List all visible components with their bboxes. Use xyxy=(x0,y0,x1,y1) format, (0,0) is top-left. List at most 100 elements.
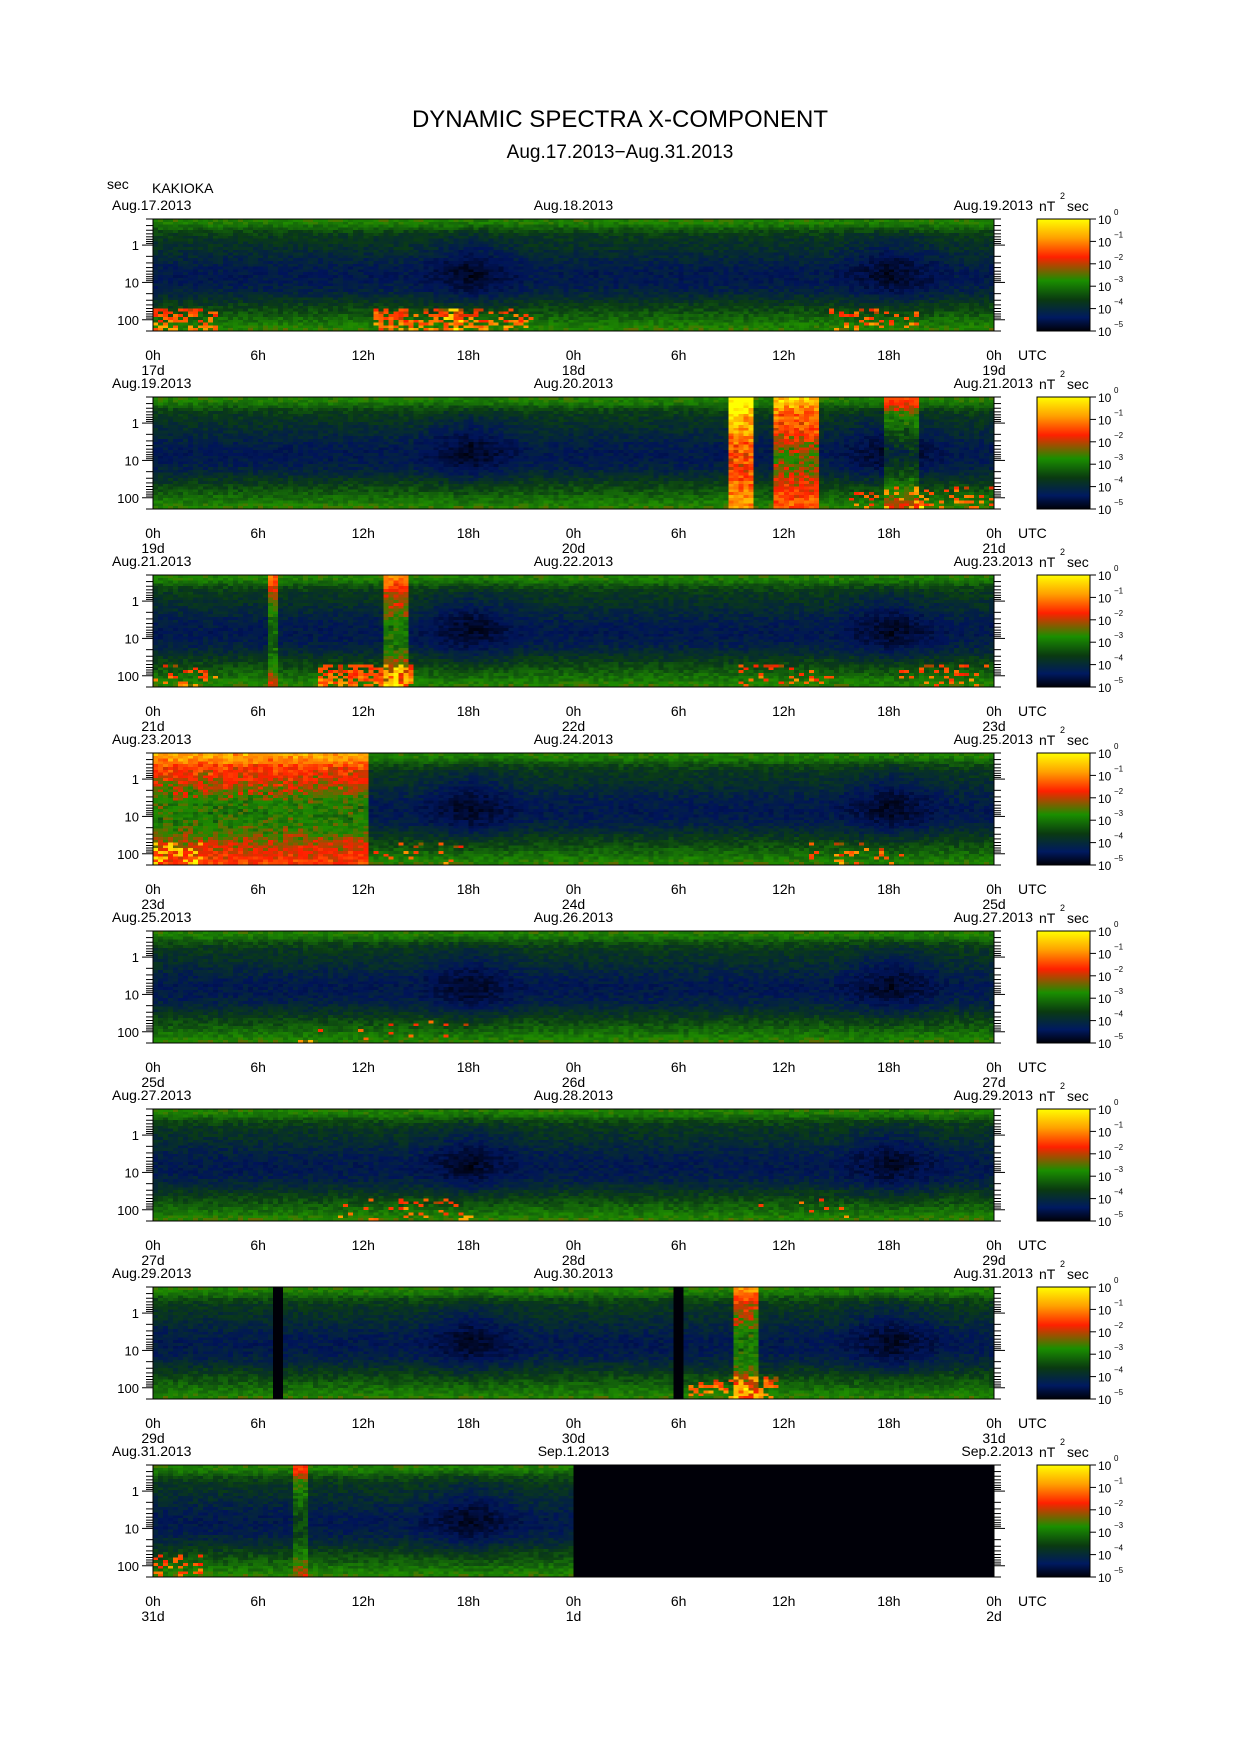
colorbar-tick-base: 10 xyxy=(1098,1037,1112,1051)
colorbar-tick-base: 10 xyxy=(1098,792,1112,806)
x-tick-label: 6h xyxy=(250,703,266,719)
colorbar-tick-exponent: −1 xyxy=(1114,1298,1124,1307)
colorbar-tick-base: 10 xyxy=(1098,213,1112,227)
colorbar-unit-exponent: 2 xyxy=(1060,191,1065,201)
colorbar-unit-sec: sec xyxy=(1067,732,1089,748)
y-tick-label: 10 xyxy=(125,453,139,468)
spectrogram-panel-1: Aug.17.2013 Aug.18.2013 Aug.19.20131101000… xyxy=(112,191,1124,378)
colorbar-unit-exponent: 2 xyxy=(1060,369,1065,379)
colorbar-unit-label: nT xyxy=(1039,1088,1056,1104)
colorbar-unit-exponent: 2 xyxy=(1060,1259,1065,1269)
x-tick-label: 0h xyxy=(566,881,582,897)
x-tick-label: 6h xyxy=(250,1237,266,1253)
chart-title: DYNAMIC SPECTRA X-COMPONENT xyxy=(412,106,828,133)
spectrogram-panel-5: Aug.25.2013 Aug.26.2013 Aug.27.20131101000… xyxy=(112,903,1124,1090)
x-tick-label: 18h xyxy=(457,1415,480,1431)
colorbar-tick-base: 10 xyxy=(1098,503,1112,517)
x-tick-label: 18h xyxy=(877,1059,900,1075)
panel-mid-date: Aug.22.2013 xyxy=(534,553,614,569)
colorbar-gradient xyxy=(1037,575,1090,687)
x-tick-label: 12h xyxy=(772,703,795,719)
x-tick-label: 0h xyxy=(566,525,582,541)
spectrogram-cells xyxy=(153,397,995,510)
colorbar-tick-exponent: −4 xyxy=(1114,1544,1124,1553)
y-tick-label: 10 xyxy=(125,809,139,824)
colorbar-tick-exponent: −4 xyxy=(1114,298,1124,307)
x-tick-label: 0h xyxy=(986,1059,1002,1075)
y-tick-label: 100 xyxy=(117,491,139,506)
colorbar-tick-exponent: −4 xyxy=(1114,1010,1124,1019)
day-label: 31d xyxy=(141,1608,164,1624)
x-tick-label: 18h xyxy=(457,1593,480,1609)
colorbar-unit-label: nT xyxy=(1039,376,1056,392)
x-tick-label: 0h xyxy=(566,347,582,363)
y-tick-label: 10 xyxy=(125,1165,139,1180)
colorbar-tick-base: 10 xyxy=(1098,970,1112,984)
colorbar-tick-exponent: 0 xyxy=(1114,564,1119,573)
panel-end-date: Aug.19.2013 xyxy=(954,197,1034,213)
colorbar-unit-sec: sec xyxy=(1067,376,1089,392)
y-tick-label: 1 xyxy=(132,950,139,965)
y-tick-label: 100 xyxy=(117,1559,139,1574)
panel-mid-date: Aug.20.2013 xyxy=(534,375,614,391)
colorbar-tick-exponent: −5 xyxy=(1114,498,1124,507)
colorbar-tick-base: 10 xyxy=(1098,1526,1112,1540)
x-tick-label: 12h xyxy=(772,1237,795,1253)
colorbar-tick-base: 10 xyxy=(1098,614,1112,628)
y-tick-label: 10 xyxy=(125,987,139,1002)
panel-start-date: Aug.23.2013 xyxy=(112,731,192,747)
colorbar-tick-base: 10 xyxy=(1098,1393,1112,1407)
colorbar-tick-exponent: −4 xyxy=(1114,832,1124,841)
y-tick-label: 1 xyxy=(132,238,139,253)
colorbar-tick-base: 10 xyxy=(1098,436,1112,450)
y-tick-label: 100 xyxy=(117,1025,139,1040)
x-tick-label: 12h xyxy=(352,1237,375,1253)
colorbar-gradient xyxy=(1037,1465,1090,1577)
colorbar-tick-base: 10 xyxy=(1098,325,1112,339)
spectrogram-cells xyxy=(153,219,995,332)
colorbar-tick-exponent: −3 xyxy=(1114,275,1124,284)
panel-mid-date: Aug.24.2013 xyxy=(534,731,614,747)
colorbar-tick-exponent: −2 xyxy=(1114,253,1124,262)
x-tick-label: 18h xyxy=(877,525,900,541)
x-tick-label: 18h xyxy=(877,347,900,363)
colorbar-tick-base: 10 xyxy=(1098,636,1112,650)
x-tick-label: 6h xyxy=(671,1593,687,1609)
x-tick-label: 12h xyxy=(352,1415,375,1431)
spectrogram-panel-6: Aug.27.2013 Aug.28.2013 Aug.29.20131101000… xyxy=(112,1081,1124,1268)
colorbar-tick-exponent: −4 xyxy=(1114,1188,1124,1197)
panel-start-date: Aug.31.2013 xyxy=(112,1443,192,1459)
colorbar-unit-sec: sec xyxy=(1067,554,1089,570)
x-tick-label: 0h xyxy=(145,347,161,363)
colorbar-tick-exponent: −5 xyxy=(1114,854,1124,863)
x-tick-label: 6h xyxy=(250,1059,266,1075)
x-tick-label: 6h xyxy=(671,1059,687,1075)
colorbar-gradient xyxy=(1037,219,1090,331)
x-tick-label: 18h xyxy=(457,1059,480,1075)
y-tick-label: 1 xyxy=(132,1128,139,1143)
x-tick-label: 12h xyxy=(772,1415,795,1431)
x-tick-label: 0h xyxy=(145,703,161,719)
panel-mid-date: Aug.28.2013 xyxy=(534,1087,614,1103)
panel-start-date: Aug.27.2013 xyxy=(112,1087,192,1103)
colorbar-unit-label: nT xyxy=(1039,910,1056,926)
x-tick-label: 6h xyxy=(671,881,687,897)
colorbar-tick-exponent: −2 xyxy=(1114,1143,1124,1152)
utc-label: UTC xyxy=(1018,1237,1047,1253)
colorbar-gradient xyxy=(1037,1287,1090,1399)
colorbar-tick-exponent: 0 xyxy=(1114,1098,1119,1107)
colorbar-tick-exponent: 0 xyxy=(1114,208,1119,217)
colorbar-tick-base: 10 xyxy=(1098,1326,1112,1340)
panel-end-date: Aug.23.2013 xyxy=(954,553,1034,569)
colorbar-tick-exponent: −5 xyxy=(1114,320,1124,329)
colorbar-unit-exponent: 2 xyxy=(1060,1081,1065,1091)
colorbar-unit-label: nT xyxy=(1039,198,1056,214)
colorbar-tick-exponent: −1 xyxy=(1114,1120,1124,1129)
x-tick-label: 12h xyxy=(772,1593,795,1609)
colorbar-gradient xyxy=(1037,397,1090,509)
panel-mid-date: Aug.26.2013 xyxy=(534,909,614,925)
colorbar-tick-exponent: −5 xyxy=(1114,1210,1124,1219)
spectrogram-cells xyxy=(153,1109,995,1222)
x-tick-label: 12h xyxy=(352,1059,375,1075)
colorbar-tick-exponent: −3 xyxy=(1114,809,1124,818)
